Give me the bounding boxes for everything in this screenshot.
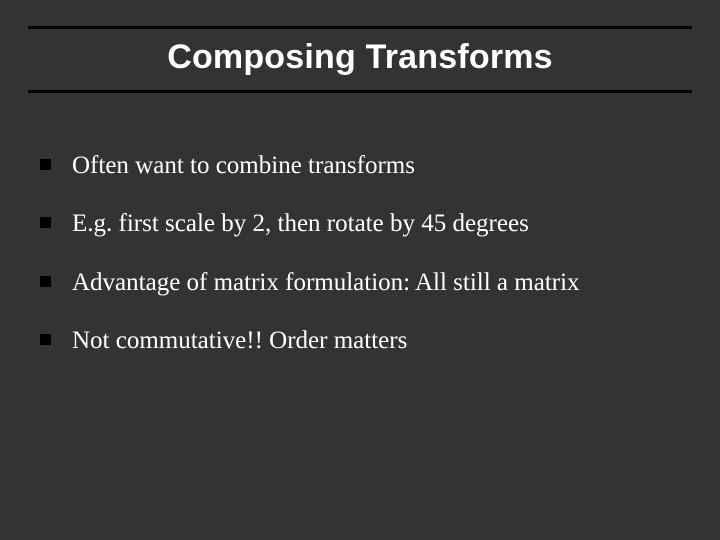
slide: Composing Transforms Often want to combi… [0,0,720,540]
list-item: E.g. first scale by 2, then rotate by 45… [40,208,692,239]
bullet-text: Not commutative!! Order matters [72,327,407,354]
bullet-marker-icon [40,159,51,170]
bullet-text: Advantage of matrix formulation: All sti… [72,269,580,296]
list-item: Often want to combine transforms [40,150,692,181]
top-rule [28,26,692,29]
bullet-marker-icon [40,334,51,345]
slide-title: Composing Transforms [28,38,692,77]
bullet-text: E.g. first scale by 2, then rotate by 45… [72,210,529,237]
list-item: Not commutative!! Order matters [40,325,692,356]
bullet-marker-icon [40,217,51,228]
bullet-marker-icon [40,276,51,287]
title-rule [28,90,692,93]
list-item: Advantage of matrix formulation: All sti… [40,267,692,298]
bullet-text: Often want to combine transforms [72,152,415,179]
bullet-list: Often want to combine transforms E.g. fi… [40,150,692,383]
